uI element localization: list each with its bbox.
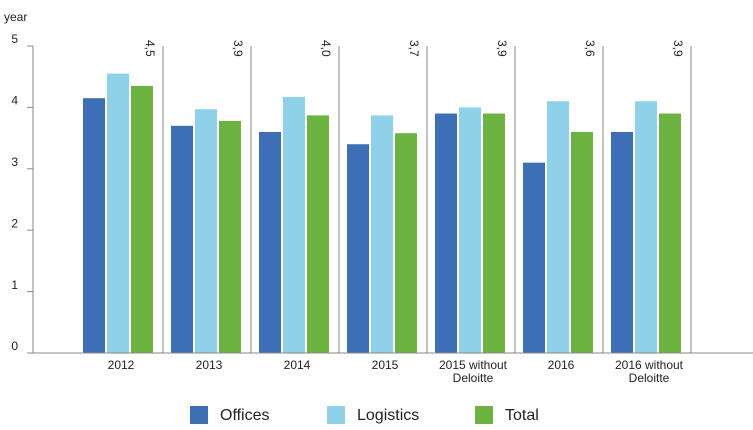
bar	[547, 101, 569, 353]
annotation: 3,9	[231, 40, 245, 57]
y-tick-label: 3	[11, 155, 18, 169]
annotation: 3,9	[495, 40, 509, 57]
legend-swatch	[327, 406, 345, 424]
x-tick-label: 2012	[108, 358, 135, 372]
y-axis-label: year	[4, 10, 27, 24]
bar	[395, 133, 417, 353]
x-tick-label: 2015	[372, 358, 399, 372]
x-tick-label: 2014	[284, 358, 311, 372]
bar	[459, 107, 481, 354]
annotation: 4,5	[143, 40, 157, 57]
annotation: 3,7	[407, 40, 421, 57]
bar	[171, 125, 193, 353]
y-tick-label: 5	[11, 32, 18, 46]
annotation: 3,6	[583, 40, 597, 57]
legend-text: Total	[505, 407, 539, 424]
bar	[307, 115, 329, 353]
annotation: 4,0	[319, 40, 333, 57]
bar	[371, 115, 393, 353]
y-tick-label: 0	[11, 339, 18, 353]
y-tick-label: 2	[11, 216, 18, 230]
bar	[83, 98, 105, 353]
bar	[283, 96, 305, 353]
bar	[435, 113, 457, 353]
legend-text: Logistics	[357, 407, 419, 424]
bar	[259, 131, 281, 353]
x-tick-label: 2016 without Deloitte	[615, 358, 684, 385]
bar	[483, 113, 505, 353]
legend-swatch	[475, 406, 493, 424]
bar	[219, 120, 241, 354]
legend-swatch	[190, 406, 208, 424]
legend-text: Offices	[220, 407, 270, 424]
bar	[131, 85, 153, 353]
bar	[659, 113, 681, 353]
bar	[571, 131, 593, 353]
bar	[347, 144, 369, 353]
annotation: 3,9	[671, 40, 685, 57]
x-tick-label: 2013	[196, 358, 223, 372]
bar	[523, 162, 545, 353]
bar	[635, 101, 657, 353]
bar	[611, 131, 633, 353]
bar	[107, 73, 129, 353]
y-tick-label: 1	[11, 278, 18, 292]
y-tick-label: 4	[11, 94, 18, 108]
bar	[195, 109, 217, 353]
x-tick-label: 2015 without Deloitte	[439, 358, 508, 385]
x-tick-label: 2016	[548, 358, 575, 372]
